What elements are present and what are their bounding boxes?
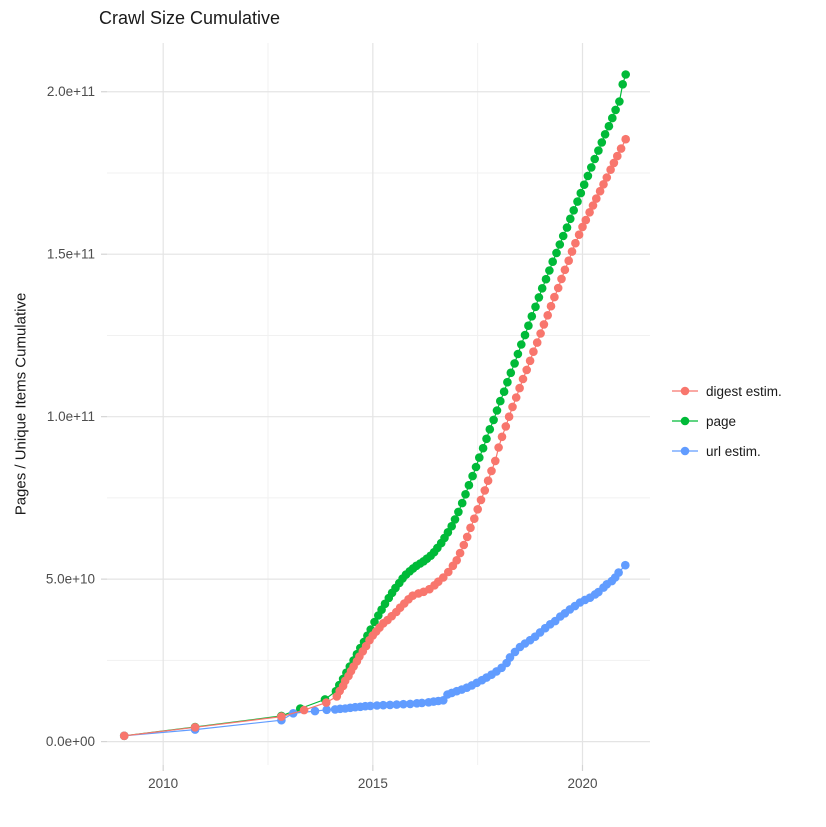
legend-key-icon [672,446,698,456]
y-tick-label: 2.0e+11 [47,84,95,99]
series-page [119,70,630,741]
gridlines-major [107,43,650,765]
legend-key-icon [672,416,698,426]
legend-key-icon [672,386,698,396]
legend-label: page [706,413,737,429]
y-tick-label: 1.0e+11 [47,409,95,424]
y-tick-labels: 0.0e+00 5.0e+10 1.0e+11 1.5e+11 2.0e+11 [46,84,95,749]
y-tick-label: 5.0e+10 [46,572,95,587]
axis-ticks [101,91,584,771]
x-tick-label: 2010 [148,776,178,791]
legend-item-page: page [672,413,782,429]
y-axis-label: Pages / Unique Items Cumulative [12,292,30,516]
legend-item-url-estim: url estim. [672,443,782,459]
gridlines-minor [107,43,650,765]
x-tick-label: 2015 [358,776,388,791]
legend-item-digest-estim: digest estim. [672,383,782,399]
series-url-estim [119,560,630,741]
x-tick-labels: 2010 2015 2020 [148,776,597,791]
legend: digest estim. page url estim. [672,383,782,459]
y-tick-label: 0.0e+00 [46,734,95,749]
series-digest-estim [119,134,630,741]
legend-label: url estim. [706,443,761,459]
chart-title: Crawl Size Cumulative [99,8,281,28]
legend-label: digest estim. [706,383,782,399]
y-tick-label: 1.5e+11 [47,247,95,262]
x-tick-label: 2020 [567,776,597,791]
